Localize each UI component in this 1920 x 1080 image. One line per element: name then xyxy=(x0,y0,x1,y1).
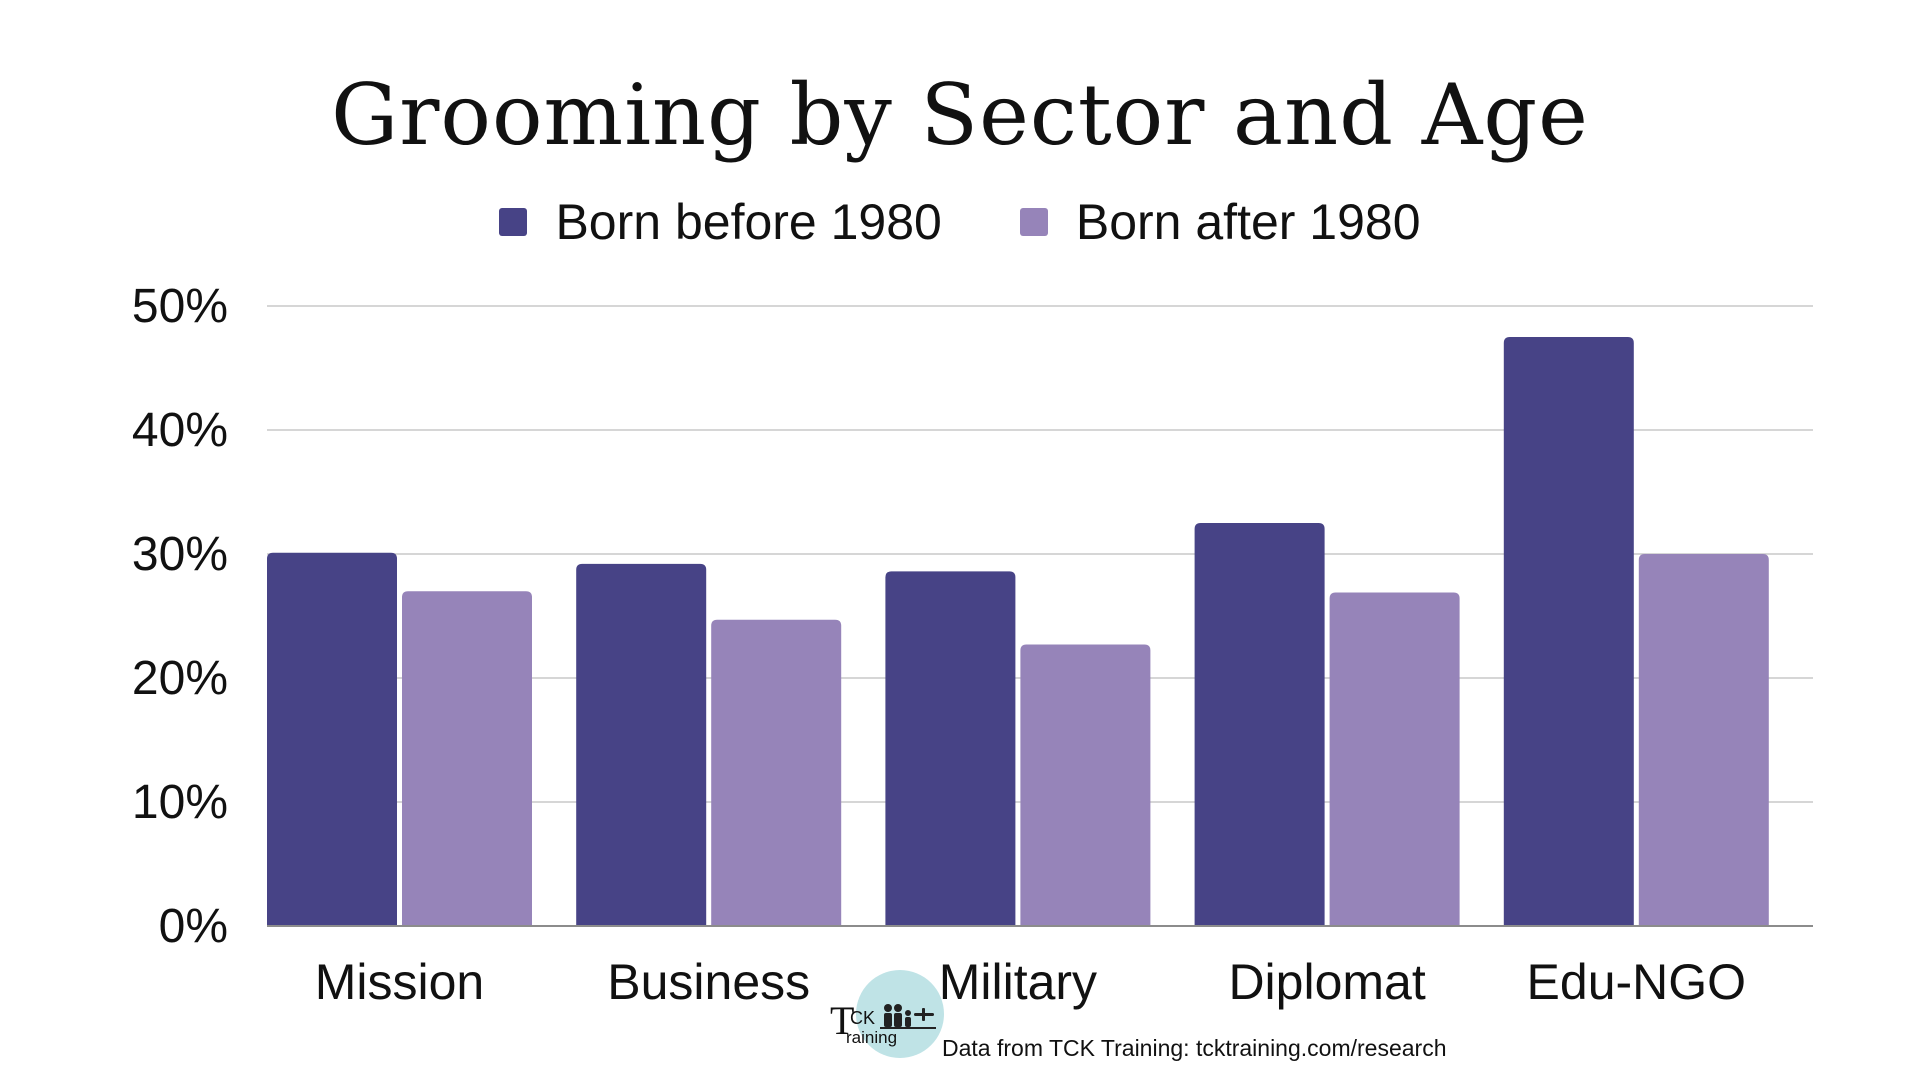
x-tick-label: Business xyxy=(607,954,810,1010)
bar-edu-ngo-series-1 xyxy=(1503,337,1634,926)
bar-business-series-2 xyxy=(711,619,842,926)
logo-letter-t: T xyxy=(830,998,854,1043)
legend-label-series-1: Born before 1980 xyxy=(555,194,942,250)
y-tick-label: 20% xyxy=(132,652,228,705)
y-tick-label: 10% xyxy=(132,776,228,829)
logo-text-raining: raining xyxy=(846,1028,897,1047)
bar-diplomat-series-2 xyxy=(1329,592,1460,926)
bar-business-series-1 xyxy=(576,563,707,926)
legend-swatch-series-2 xyxy=(1019,208,1048,236)
y-tick-label: 40% xyxy=(132,404,228,457)
source-note: Data from TCK Training: tcktraining.com/… xyxy=(942,1035,1447,1061)
x-tick-label: Mission xyxy=(315,954,484,1010)
y-tick-label: 0% xyxy=(159,900,228,953)
family-silhouette-icon xyxy=(884,1004,911,1027)
logo-text-ck: CK xyxy=(850,1008,875,1028)
x-tick-label: Edu-NGO xyxy=(1527,954,1747,1010)
legend-item-series-1: Born before 1980 xyxy=(499,192,942,252)
legend-swatch-series-1 xyxy=(499,208,528,236)
y-tick-label: 30% xyxy=(132,528,228,581)
bar-military-series-1 xyxy=(885,571,1016,926)
bar-military-series-2 xyxy=(1020,644,1151,926)
airplane-icon xyxy=(914,1008,934,1021)
y-tick-label: 50% xyxy=(132,280,228,333)
legend: Born before 1980 Born after 1980 xyxy=(0,192,1920,252)
tck-training-logo: T CK raining xyxy=(830,970,944,1058)
bar-diplomat-series-1 xyxy=(1194,523,1325,926)
legend-item-series-2: Born after 1980 xyxy=(1019,192,1421,252)
bar-mission-series-1 xyxy=(267,552,397,926)
chart-title: Grooming by Sector and Age xyxy=(331,66,1589,164)
bar-edu-ngo-series-2 xyxy=(1638,554,1769,926)
bar-mission-series-2 xyxy=(402,591,532,926)
logo-ground-line xyxy=(880,1027,936,1029)
x-tick-label: Diplomat xyxy=(1228,954,1425,1010)
legend-label-series-2: Born after 1980 xyxy=(1075,194,1421,250)
x-tick-label: Military xyxy=(939,954,1097,1010)
